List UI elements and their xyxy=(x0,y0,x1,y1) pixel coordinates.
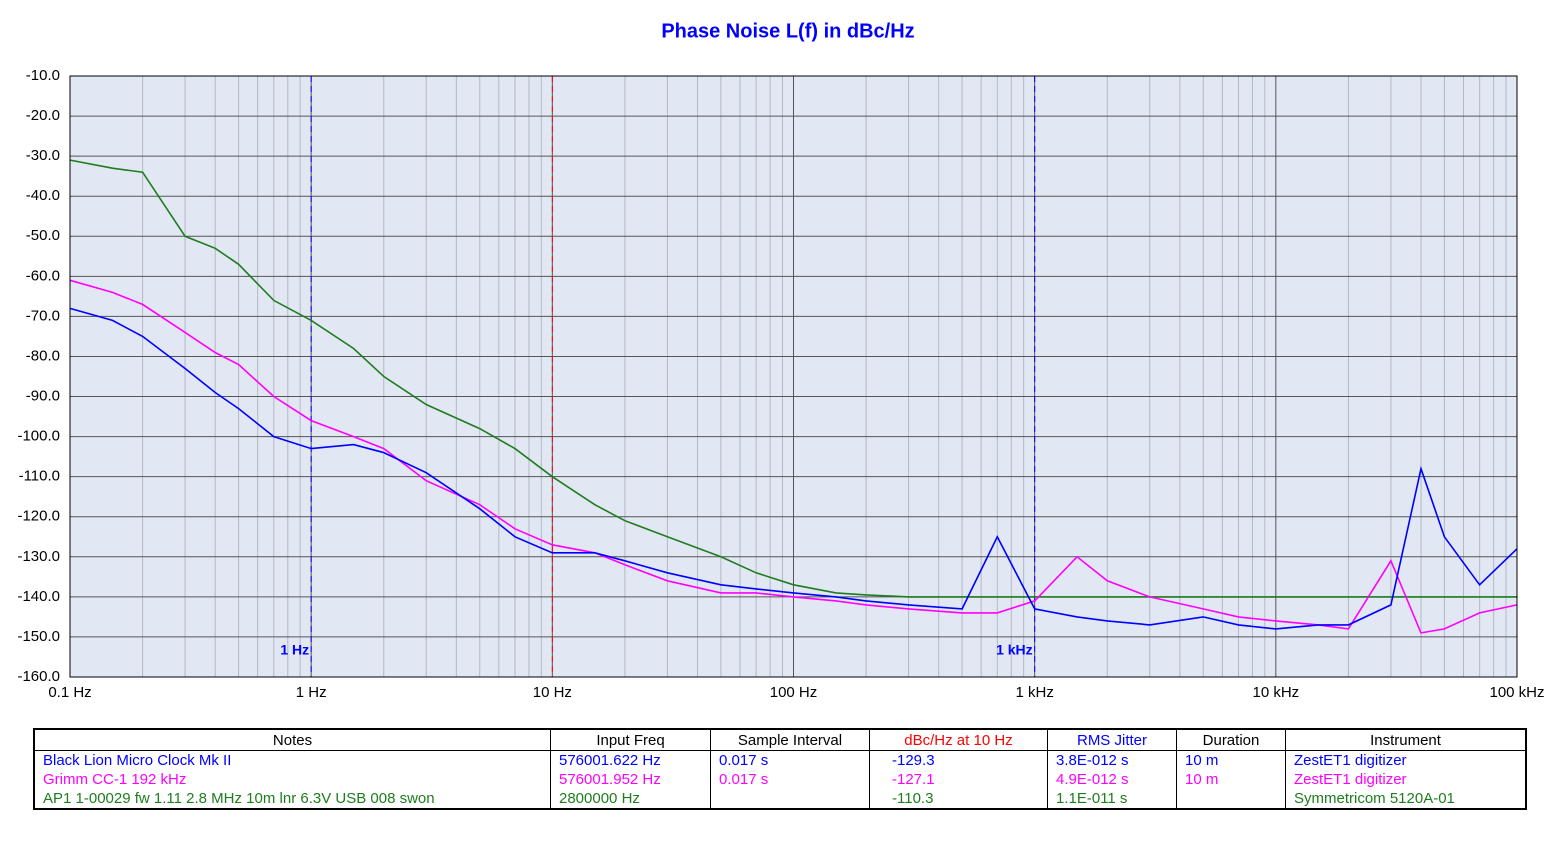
y-tick-label: -140.0 xyxy=(17,588,60,605)
table-cell: 576001.952 Hz xyxy=(550,770,711,789)
table-cell: 1.1E-011 s xyxy=(1047,789,1177,809)
y-tick-label: -110.0 xyxy=(19,468,60,485)
table-cell: -127.1 xyxy=(869,770,1048,789)
y-tick-label: -70.0 xyxy=(26,307,60,324)
series-line xyxy=(69,159,1517,598)
column-header: Notes xyxy=(33,729,551,751)
legend-table: Notes Input Freq Sample Interval dBc/Hz at … xyxy=(33,728,1527,810)
table-cell xyxy=(710,789,870,809)
table-row: Grimm CC-1 192 kHz 576001.952 Hz 0.017 s -1… xyxy=(33,770,1527,789)
table-cell: 0.017 s xyxy=(710,750,870,770)
table-cell: Grimm CC-1 192 kHz xyxy=(33,770,551,789)
column-header: RMS Jitter xyxy=(1047,729,1177,751)
table-cell: AP1 1-00029 fw 1.11 2.8 MHz 10m lnr 6.3V… xyxy=(33,789,551,809)
table-cell: 10 m xyxy=(1176,770,1286,789)
marker-label: 1 kHz xyxy=(996,642,1033,658)
y-tick-label: -130.0 xyxy=(17,548,60,565)
x-tick-label: 1 kHz xyxy=(1015,684,1053,701)
table-cell: 0.017 s xyxy=(710,770,870,789)
y-tick-label: -30.0 xyxy=(26,147,60,164)
y-tick-label: -20.0 xyxy=(26,107,60,124)
table-cell xyxy=(1176,789,1286,809)
y-tick-label: -10.0 xyxy=(26,67,60,84)
x-tick-label: 10 kHz xyxy=(1252,684,1299,701)
series-line xyxy=(69,279,1518,634)
column-header: dBc/Hz at 10 Hz xyxy=(869,729,1048,751)
table-cell: 10 m xyxy=(1176,750,1286,770)
x-tick-label: 100 kHz xyxy=(1489,684,1544,701)
table-cell: ZestET1 digitizer xyxy=(1285,750,1527,770)
y-tick-label: -80.0 xyxy=(26,347,60,364)
table-cell: -110.3 xyxy=(869,789,1048,809)
plot-border xyxy=(69,75,1518,678)
column-header: Instrument xyxy=(1285,729,1527,751)
table-row: Black Lion Micro Clock Mk II 576001.622 H… xyxy=(33,750,1527,770)
table-cell: ZestET1 digitizer xyxy=(1285,770,1527,789)
series-line xyxy=(69,307,1518,630)
x-tick-label: 10 Hz xyxy=(533,684,572,701)
table-header-row: Notes Input Freq Sample Interval dBc/Hz at … xyxy=(33,729,1527,751)
marker-label: 1 Hz xyxy=(280,642,309,658)
table-cell: 2800000 Hz xyxy=(550,789,711,809)
y-tick-label: -60.0 xyxy=(26,267,60,284)
x-tick-label: 1 Hz xyxy=(296,684,327,701)
y-tick-label: -40.0 xyxy=(26,187,60,204)
table-cell: 4.9E-012 s xyxy=(1047,770,1177,789)
table-cell: -129.3 xyxy=(869,750,1048,770)
chart-title: Phase Noise L(f) in dBc/Hz xyxy=(661,20,914,42)
column-header: Sample Interval xyxy=(710,729,870,751)
table-cell: 3.8E-012 s xyxy=(1047,750,1177,770)
x-tick-label: 0.1 Hz xyxy=(48,684,91,701)
table-cell: Black Lion Micro Clock Mk II xyxy=(33,750,551,770)
table-cell: Symmetricom 5120A-01 xyxy=(1285,789,1527,809)
x-tick-label: 100 Hz xyxy=(770,684,818,701)
column-header: Duration xyxy=(1176,729,1286,751)
column-header: Input Freq xyxy=(550,729,711,751)
y-tick-label: -120.0 xyxy=(17,508,60,525)
table-row: AP1 1-00029 fw 1.11 2.8 MHz 10m lnr 6.3V… xyxy=(33,789,1527,809)
chart: Phase Noise L(f) in dBc/Hz -10.0 -20.0 -30… xyxy=(17,20,1544,701)
y-tick-label: -160.0 xyxy=(17,668,60,685)
table-cell: 576001.622 Hz xyxy=(550,750,711,770)
y-tick-label: -50.0 xyxy=(26,227,60,244)
y-tick-label: -150.0 xyxy=(17,628,60,645)
y-tick-label: -100.0 xyxy=(17,428,60,445)
y-tick-label: -90.0 xyxy=(26,388,60,405)
